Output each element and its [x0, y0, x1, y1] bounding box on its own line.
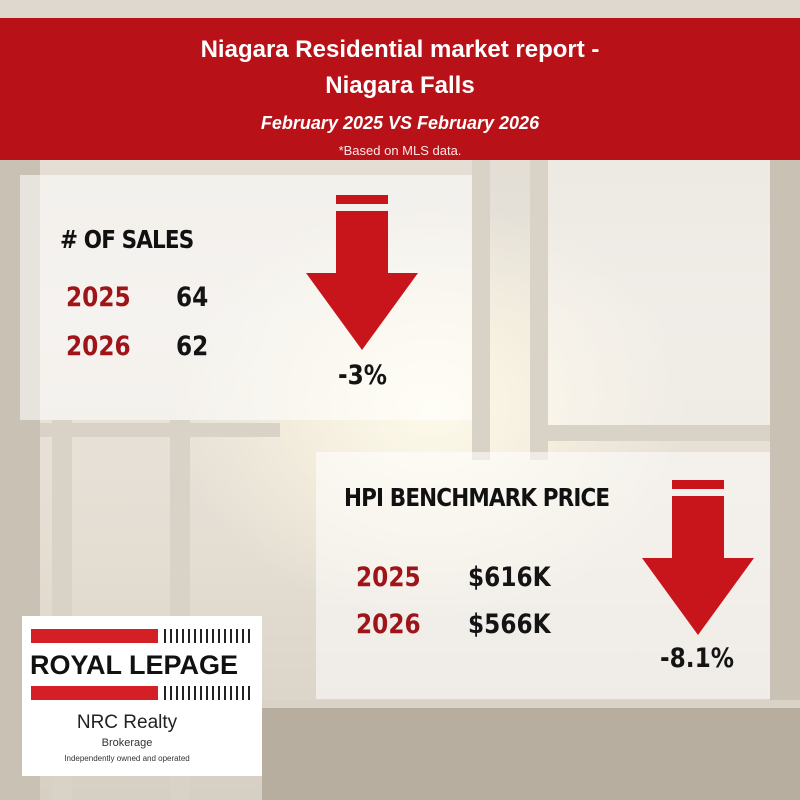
report-title-line2: Niagara Falls [325, 72, 475, 99]
window-sill-edge [262, 700, 800, 708]
window-frame [40, 423, 280, 437]
sales-year-2025: 2025 [66, 282, 131, 313]
logo-red-bar-bottom [31, 686, 158, 700]
report-title-line1: Niagara Residential market report - [200, 36, 600, 63]
header-banner: Niagara Residential market report - Niag… [0, 18, 800, 160]
hpi-year-2026: 2026 [356, 609, 421, 640]
sales-value-2025: 64 [176, 282, 209, 313]
sales-heading: # OF SALES [60, 225, 194, 254]
logo-stripes-top [164, 629, 254, 643]
hpi-heading: HPI BENCHMARK PRICE [344, 483, 610, 512]
window-sill [262, 700, 800, 800]
window-frame [472, 160, 490, 460]
hpi-down-arrow-icon [642, 480, 754, 635]
data-source-note: *Based on MLS data. [338, 143, 462, 158]
logo-tagline: Independently owned and operated [64, 754, 190, 763]
sales-down-arrow-icon [306, 195, 418, 350]
window-frame [530, 160, 548, 460]
hpi-panel: HPI BENCHMARK PRICE 2025 $616K 2026 $566… [316, 452, 770, 699]
logo-office-name: NRC Realty [76, 712, 178, 733]
sales-panel: # OF SALES 2025 64 2026 62 -3% [20, 175, 472, 420]
hpi-value-2026: $566K [468, 609, 551, 640]
logo-brokerage: Brokerage [101, 737, 153, 749]
hpi-value-2025: $616K [468, 562, 551, 593]
hpi-change-percent: -8.1% [660, 643, 735, 674]
sales-value-2026: 62 [176, 331, 209, 362]
logo-stripes-bottom [164, 686, 254, 700]
sales-change-percent: -3% [338, 360, 388, 391]
hpi-year-2025: 2025 [356, 562, 421, 593]
logo-brand: ROYAL LEPAGE [30, 650, 239, 680]
royal-lepage-logo: ROYAL LEPAGE NRC Realty Brokerage Indepe… [22, 616, 262, 776]
report-period: February 2025 VS February 2026 [260, 113, 540, 133]
window-pane [548, 160, 770, 425]
window-frame [770, 160, 800, 800]
logo-red-bar-top [31, 629, 158, 643]
sales-year-2026: 2026 [66, 331, 131, 362]
window-frame [530, 425, 800, 441]
